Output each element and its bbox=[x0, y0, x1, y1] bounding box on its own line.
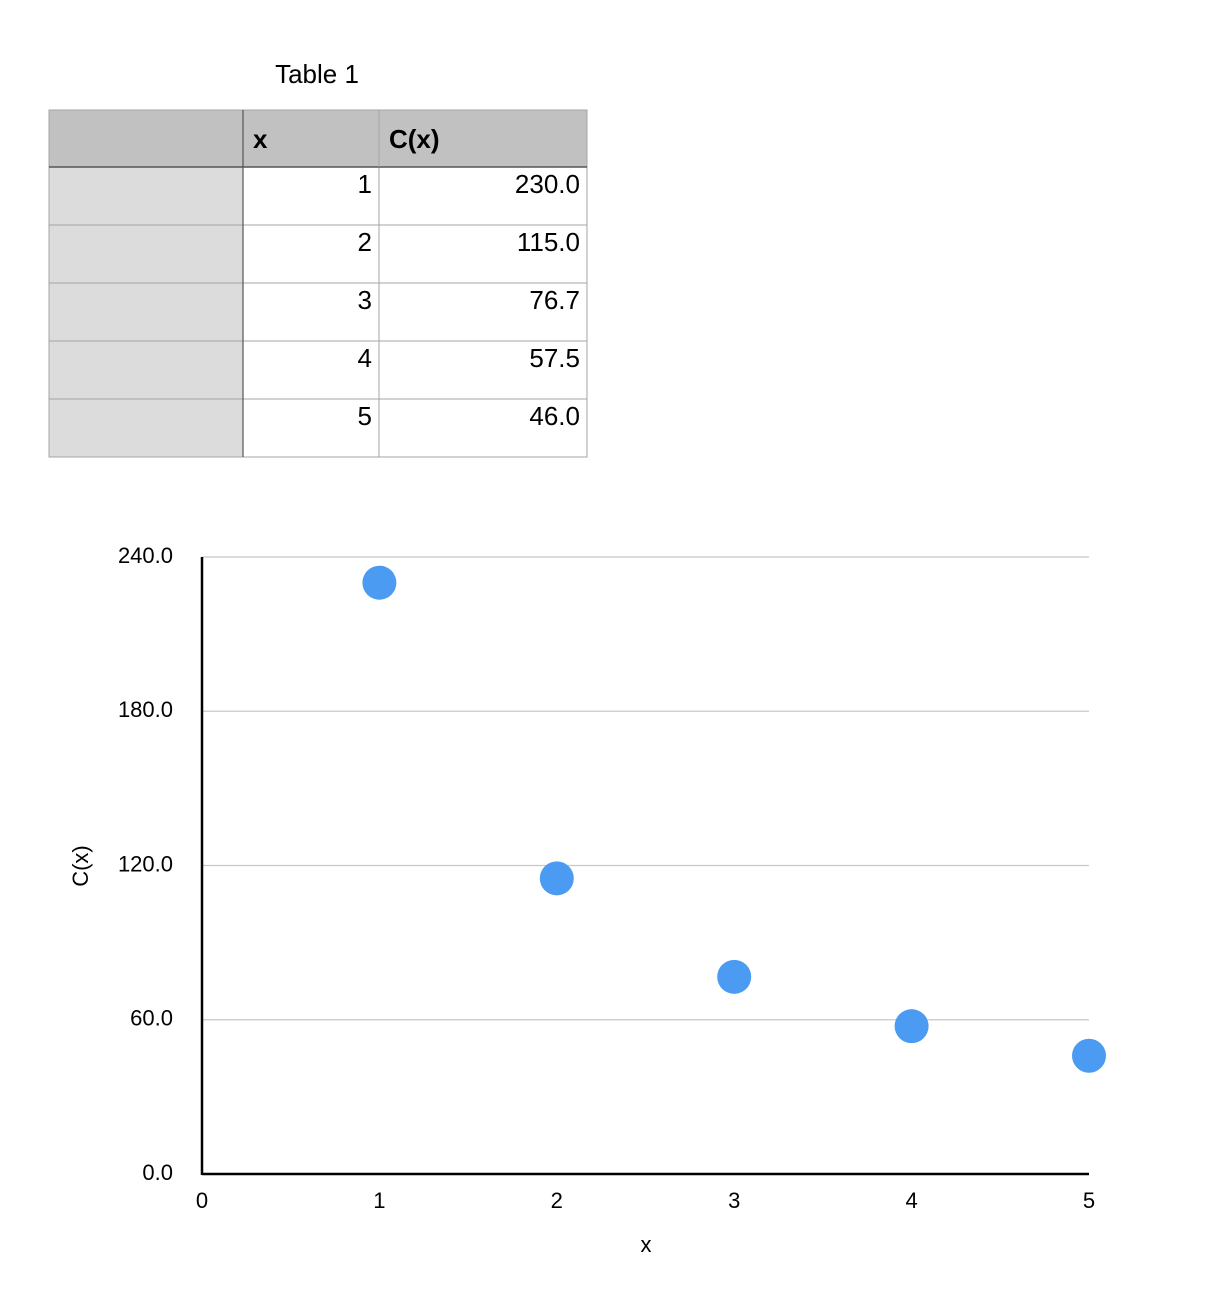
table-header-text: C(x) bbox=[389, 124, 440, 154]
table-cell bbox=[242, 166, 380, 226]
x-tick-label: 3 bbox=[728, 1188, 740, 1213]
table-cell-text: 57.5 bbox=[529, 343, 580, 373]
y-axis-label: C(x) bbox=[68, 845, 93, 887]
scatter-point bbox=[717, 959, 752, 994]
scatter-point bbox=[1072, 1038, 1106, 1073]
x-tick-label: 5 bbox=[1083, 1188, 1095, 1213]
y-tick-label: 60.0 bbox=[130, 1006, 173, 1031]
table-cell bbox=[378, 340, 588, 400]
x-axis-label: x bbox=[641, 1232, 652, 1257]
x-tick-label: 0 bbox=[196, 1188, 208, 1213]
table-cell bbox=[378, 224, 588, 284]
y-tick-label: 180.0 bbox=[118, 697, 173, 722]
x-tick-label: 4 bbox=[905, 1188, 917, 1213]
x-tick-label: 2 bbox=[551, 1188, 563, 1213]
table-cell bbox=[242, 224, 380, 284]
table-cell-text: 2 bbox=[358, 227, 372, 257]
table-cell-text: 76.7 bbox=[529, 285, 580, 315]
row-header-cell bbox=[48, 224, 244, 284]
table-cell-text: 230.0 bbox=[515, 169, 580, 199]
table-title: Table 1 bbox=[275, 59, 359, 89]
table-cell bbox=[242, 282, 380, 342]
row-header-cell bbox=[48, 166, 244, 226]
scatter-point bbox=[894, 1009, 929, 1044]
table-cell-text: 3 bbox=[358, 285, 372, 315]
table-cell bbox=[378, 398, 588, 458]
table-cell-text: 4 bbox=[358, 343, 372, 373]
row-header-cell bbox=[48, 340, 244, 400]
y-tick-label: 240.0 bbox=[118, 543, 173, 568]
table-header-bg bbox=[49, 110, 587, 167]
table-cell-text: 5 bbox=[358, 401, 372, 431]
scatter-point bbox=[362, 565, 397, 600]
table-header-text: x bbox=[253, 124, 268, 154]
y-tick-label: 0.0 bbox=[142, 1160, 173, 1185]
table-cell-text: 46.0 bbox=[529, 401, 580, 431]
table-cell bbox=[378, 166, 588, 226]
scatter-point bbox=[539, 861, 574, 896]
row-header-cell bbox=[48, 398, 244, 458]
row-header-cell bbox=[48, 282, 244, 342]
table-cell bbox=[378, 282, 588, 342]
x-tick-label: 1 bbox=[373, 1188, 385, 1213]
table-cell-text: 1 bbox=[358, 169, 372, 199]
table-cell-text: 115.0 bbox=[517, 227, 580, 257]
y-tick-label: 120.0 bbox=[118, 851, 173, 876]
